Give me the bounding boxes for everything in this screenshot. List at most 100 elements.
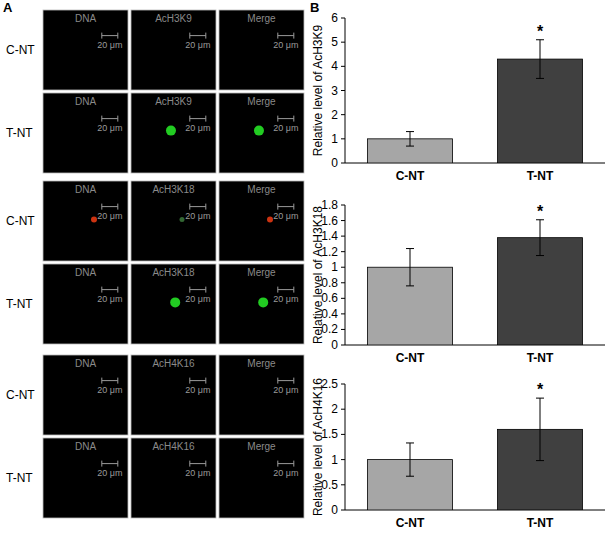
scale-bar xyxy=(278,118,294,119)
micrograph xyxy=(43,355,128,435)
y-tick xyxy=(341,236,345,237)
scale-bar-label: 20 μm xyxy=(273,294,298,304)
scale-bar xyxy=(117,33,118,39)
scale-bar-label: 20 μm xyxy=(97,294,122,304)
bar-chart: 00.20.40.60.811.21.41.61.8Relative level… xyxy=(311,198,605,365)
y-tick-label: 2 xyxy=(331,402,338,416)
scale-bar xyxy=(117,204,118,210)
scale-bar-label: 20 μm xyxy=(97,468,122,478)
scale-bar xyxy=(102,206,118,207)
scale-bar xyxy=(190,289,206,290)
y-tick-label: 0 xyxy=(331,503,338,517)
y-tick-label: 1 xyxy=(331,132,338,146)
channel-label: Merge xyxy=(247,184,276,195)
scale-bar xyxy=(205,461,206,467)
y-tick xyxy=(341,313,345,314)
error-bar xyxy=(536,220,544,256)
scale-bar xyxy=(101,287,102,293)
x-tick-label: C-NT xyxy=(396,351,425,365)
micrograph xyxy=(43,10,128,90)
scale-bar xyxy=(101,204,102,210)
error-bar xyxy=(406,443,414,476)
y-axis xyxy=(345,384,346,510)
y-tick xyxy=(341,459,345,460)
scale-bar xyxy=(117,461,118,467)
scale-bar xyxy=(190,35,206,36)
error-bar-cap xyxy=(406,131,414,132)
row-label: C-NT xyxy=(6,388,35,402)
scale-bar xyxy=(205,204,206,210)
scale-bar xyxy=(293,116,294,122)
y-tick xyxy=(341,298,345,299)
channel-label: AcH4K16 xyxy=(152,358,195,369)
marks xyxy=(368,220,583,345)
scale-bar xyxy=(278,380,294,381)
channel-label: DNA xyxy=(75,267,96,278)
scale-bar xyxy=(102,35,118,36)
error-bar-stem xyxy=(410,132,411,147)
micrograph xyxy=(219,355,304,435)
channel-label: Merge xyxy=(247,96,276,107)
y-tick xyxy=(341,18,345,19)
channel-label: Merge xyxy=(247,441,276,452)
error-bar-cap xyxy=(536,255,544,256)
signal-spot xyxy=(267,216,273,222)
error-bar-stem xyxy=(410,249,411,286)
scale-bar xyxy=(293,378,294,384)
row-label: C-NT xyxy=(6,214,35,228)
scale-bar xyxy=(293,461,294,467)
scale-bar-label: 20 μm xyxy=(185,40,210,50)
channel-label: AcH4K16 xyxy=(152,441,195,452)
y-tick xyxy=(341,345,345,346)
scale-bar xyxy=(277,287,278,293)
channel-label: Merge xyxy=(247,13,276,24)
scale-bar xyxy=(101,33,102,39)
micrograph xyxy=(131,438,216,518)
error-bar-stem xyxy=(540,40,541,79)
error-bar-cap xyxy=(406,146,414,147)
scale-bar xyxy=(277,116,278,122)
scale-bar xyxy=(117,116,118,122)
error-bar xyxy=(536,40,544,79)
error-bar-cap xyxy=(406,248,414,249)
y-tick xyxy=(341,66,345,67)
significance-mark: * xyxy=(537,203,544,220)
y-tick-label: 3 xyxy=(331,84,338,98)
y-tick xyxy=(341,409,345,410)
figure: ABC-NTDNA20 μmAcH3K920 μmMerge20 μmT-NTD… xyxy=(0,0,615,538)
scale-bar xyxy=(190,463,206,464)
scale-bar-label: 20 μm xyxy=(185,294,210,304)
scale-bar xyxy=(117,287,118,293)
error-bar-cap xyxy=(406,476,414,477)
signal-spot xyxy=(91,216,97,222)
scale-bar xyxy=(189,204,190,210)
x-tick-label: C-NT xyxy=(396,516,425,530)
y-tick-label: 5 xyxy=(331,35,338,49)
marks xyxy=(368,40,583,163)
signal-spot xyxy=(258,297,268,307)
scale-bar-label: 20 μm xyxy=(97,211,122,221)
y-tick-label: 0 xyxy=(331,156,338,170)
micrograph xyxy=(43,93,128,173)
channel-label: AcH3K18 xyxy=(152,184,195,195)
y-axis-label: Relative level of AcH3K18 xyxy=(311,206,325,344)
channel-label: DNA xyxy=(75,184,96,195)
channel-label: DNA xyxy=(75,358,96,369)
scale-bar xyxy=(293,33,294,39)
scale-bar-label: 20 μm xyxy=(273,385,298,395)
error-bar-cap xyxy=(406,442,414,443)
micrograph xyxy=(43,181,128,261)
error-bar-stem xyxy=(540,398,541,460)
channel-label: DNA xyxy=(75,96,96,107)
scale-bar xyxy=(205,116,206,122)
y-tick-label: 1 xyxy=(331,260,338,274)
scale-bar xyxy=(293,287,294,293)
y-tick xyxy=(341,114,345,115)
error-bar-cap xyxy=(536,78,544,79)
y-tick-label: 1 xyxy=(331,453,338,467)
scale-bar xyxy=(102,118,118,119)
scale-bar-label: 20 μm xyxy=(185,468,210,478)
marks xyxy=(368,398,583,510)
y-tick xyxy=(341,138,345,139)
y-axis-label: Relative level of AcH3K9 xyxy=(311,24,325,156)
